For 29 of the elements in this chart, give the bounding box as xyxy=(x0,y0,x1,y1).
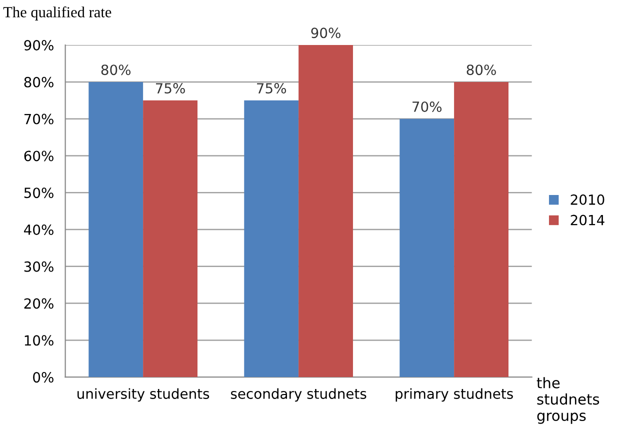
bar xyxy=(298,45,353,378)
x-tick-label: primary studnets xyxy=(396,388,513,402)
y-tick-label: 40% xyxy=(24,224,54,235)
bar xyxy=(88,82,144,378)
x-axis-title: the studnets groups xyxy=(536,377,600,424)
y-tick-label: 0% xyxy=(33,372,54,383)
data-label: 80% xyxy=(466,64,496,76)
legend-label: 2014 xyxy=(570,214,604,226)
data-label: 70% xyxy=(412,101,442,112)
y-tick-label: 20% xyxy=(24,298,54,309)
y-tick-label: 10% xyxy=(24,335,54,346)
bar xyxy=(143,100,198,378)
y-tick-label: 80% xyxy=(24,76,54,88)
legend-label: 2010 xyxy=(570,194,604,205)
data-label: 75% xyxy=(156,83,185,94)
y-tick-label: 70% xyxy=(24,114,54,124)
y-tick-label: 50% xyxy=(24,188,54,198)
bar xyxy=(400,118,454,378)
y-tick-label: 60% xyxy=(24,150,54,162)
x-tick-label: secondary studnets xyxy=(230,388,366,402)
y-tick-label: 90% xyxy=(24,40,54,51)
chart-title: The qualified rate xyxy=(3,6,112,20)
bar xyxy=(454,82,508,378)
data-label: 90% xyxy=(311,28,340,38)
y-tick-label: 30% xyxy=(24,261,54,272)
data-label: 80% xyxy=(101,64,131,76)
x-tick-label: university students xyxy=(78,388,210,402)
data-label: 75% xyxy=(257,83,286,94)
bar xyxy=(244,100,299,378)
